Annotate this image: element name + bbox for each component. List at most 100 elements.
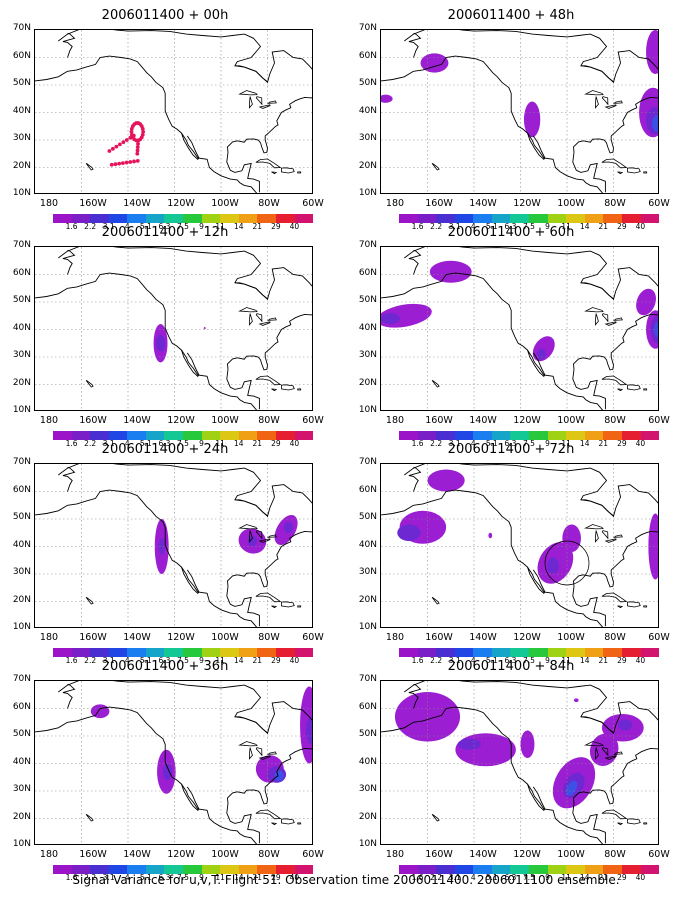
island-outline — [601, 375, 628, 386]
colorbar-label: 14 — [579, 439, 590, 448]
observation-dot — [132, 159, 136, 164]
colorbar-swatch — [473, 865, 492, 874]
lon-label: 60W — [302, 632, 324, 643]
lat-label: 50N — [12, 78, 31, 88]
map-canvas — [35, 681, 312, 844]
lon-label: 80W — [604, 849, 626, 860]
panel-title: 2006011400 + 36h — [101, 659, 229, 674]
coastline — [58, 464, 312, 518]
colorbar-label: 9 — [545, 873, 550, 882]
lat-label: 40N — [358, 105, 377, 116]
coastline — [67, 272, 258, 410]
coastline — [404, 681, 658, 735]
lon-label: 100W — [211, 632, 239, 643]
colorbar-swatch — [53, 648, 72, 657]
observation-dot — [129, 126, 134, 131]
map-panel-p84: 2006011400 + 84h 70N 60N 50N 40N 30N 20N 10N 180… — [346, 659, 676, 882]
lon-label: 80W — [258, 849, 280, 860]
lon-label: 180 — [385, 849, 405, 860]
colorbar-label: 14 — [233, 656, 244, 665]
colorbar-label: 21 — [252, 439, 263, 448]
colorbar-label: 2.2 — [430, 222, 443, 231]
map-canvas — [35, 30, 312, 193]
colorbar-label: 6.3 — [158, 656, 171, 665]
coastline — [580, 716, 614, 734]
observation-dot — [135, 148, 140, 153]
lat-label: 50N — [358, 78, 377, 88]
colorbar-swatch — [510, 431, 530, 440]
lon-label: 160W — [425, 415, 453, 426]
colorbar-swatch — [529, 648, 548, 657]
colorbar-label: 1.6 — [65, 439, 78, 448]
colorbar-swatch — [566, 865, 585, 874]
panel-title: 2006011400 + 12h — [101, 225, 229, 240]
lat-label: 40N — [12, 105, 31, 116]
colorbar-swatch — [399, 648, 418, 657]
colorbar-label: 9 — [545, 439, 550, 448]
coastline — [181, 132, 200, 160]
island-outline — [431, 597, 440, 605]
island-outline — [297, 822, 302, 825]
colorbar-label: 5.1 — [485, 656, 498, 665]
colorbar-swatch — [621, 865, 641, 874]
island-outline — [238, 524, 258, 530]
lat-label: 30N — [358, 350, 377, 360]
coastline — [580, 282, 614, 300]
colorbar-swatch — [164, 431, 184, 440]
island-outline — [626, 818, 641, 825]
island-outline — [258, 104, 271, 109]
lat-label: 10N — [358, 188, 377, 198]
colorbar-label: 9 — [545, 222, 550, 231]
observation-dot — [113, 162, 118, 167]
variance-region — [274, 770, 284, 782]
lat-label: 70N — [358, 23, 377, 33]
lon-label: 140W — [123, 849, 151, 860]
island-outline — [248, 530, 253, 543]
map-panel-p36: 2006011400 + 36h 70N 60N 50N 40N 30N 20N 10N 180… — [0, 659, 330, 882]
lat-label: 60N — [12, 484, 31, 495]
map-frame — [380, 246, 659, 411]
colorbar-label: 6.3 — [158, 439, 171, 448]
colorbar-label: 14 — [579, 222, 590, 231]
colorbar-swatch — [53, 214, 72, 223]
colorbar-label: 3.1 — [102, 656, 115, 665]
island-outline — [594, 96, 599, 109]
island-outline — [297, 388, 302, 391]
lat-label: 70N — [12, 240, 31, 250]
island-outline — [604, 755, 617, 760]
colorbar-label: 29 — [271, 222, 281, 231]
colorbar-swatch — [238, 865, 258, 874]
island-outline — [612, 534, 623, 538]
coastline — [227, 96, 312, 154]
colorbar-label: 11 — [215, 222, 225, 231]
figure-caption: Signal Variance for u,v,T. Flight 51. Ob… — [72, 873, 620, 887]
lat-label: 40N — [358, 539, 377, 550]
coastline — [181, 783, 200, 811]
lat-label: 70N — [358, 457, 377, 467]
lat-label: 20N — [12, 377, 31, 388]
colorbar-label: 1.6 — [411, 656, 424, 665]
island-outline — [604, 321, 617, 326]
lat-label: 40N — [358, 756, 377, 767]
colorbar-swatch — [621, 648, 641, 657]
lat-label: 10N — [358, 622, 377, 632]
colorbar-swatch — [275, 214, 295, 223]
coastline — [408, 32, 422, 58]
colorbar-swatch — [640, 648, 660, 657]
island-outline — [431, 380, 440, 388]
island-outline — [612, 100, 623, 104]
colorbar-swatch — [127, 648, 146, 657]
lon-label: 100W — [557, 198, 585, 209]
variance-region — [397, 524, 421, 541]
colorbar-label: 6.3 — [158, 873, 171, 882]
lon-label: 120W — [513, 415, 541, 426]
island-outline — [643, 388, 648, 391]
observation-dot — [128, 135, 133, 140]
map-panel-p12: 2006011400 + 12h 70N 60N 50N 40N 30N 20N 10N 180… — [0, 225, 330, 448]
coastline — [381, 287, 414, 299]
colorbar-label: 4 — [124, 873, 130, 882]
lat-label: 70N — [358, 240, 377, 250]
colorbar — [399, 431, 660, 440]
coastline — [573, 747, 658, 805]
lat-label: 10N — [12, 405, 31, 415]
